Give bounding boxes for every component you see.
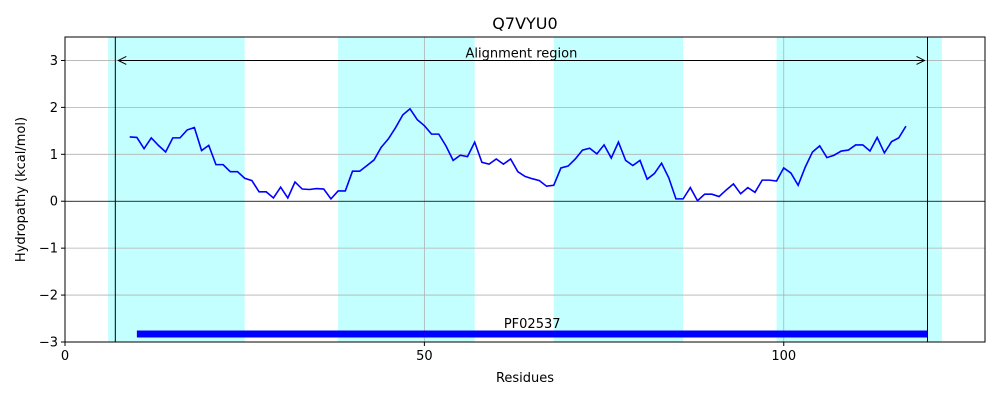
- y-tick-label-1: 1: [50, 148, 58, 163]
- y-axis-title: Hydropathy (kcal/mol): [14, 117, 29, 262]
- band-2: [553, 37, 684, 342]
- band-0: [108, 37, 245, 342]
- y-tick-label--1: −1: [39, 242, 58, 257]
- ticks-layer: 0 50 100 −3 −2 −1 0 1 2 3: [39, 54, 796, 364]
- y-tick-label--3: −3: [39, 336, 58, 351]
- alignment-region-label: Alignment region: [465, 46, 577, 61]
- x-axis-title: Residues: [496, 371, 554, 386]
- y-tick-label-3: 3: [50, 54, 58, 69]
- series-line: [129, 107, 907, 203]
- arrow-head-right: [916, 56, 926, 65]
- bands-layer: [108, 37, 942, 342]
- chart-title: Q7VYU0: [492, 14, 557, 33]
- band-1: [338, 37, 475, 342]
- y-tick-label-0: 0: [50, 195, 58, 210]
- x-tick-label-100: 100: [771, 349, 796, 364]
- y-tick-label--2: −2: [39, 289, 58, 304]
- x-tick-label-0: 0: [61, 349, 69, 364]
- x-tick-label-50: 50: [416, 349, 433, 364]
- band-3: [776, 37, 942, 342]
- arrow-head-left: [117, 56, 127, 65]
- plot-frame: [64, 36, 986, 343]
- domain-label: PF02537: [504, 317, 561, 332]
- y-tick-label-2: 2: [50, 101, 58, 116]
